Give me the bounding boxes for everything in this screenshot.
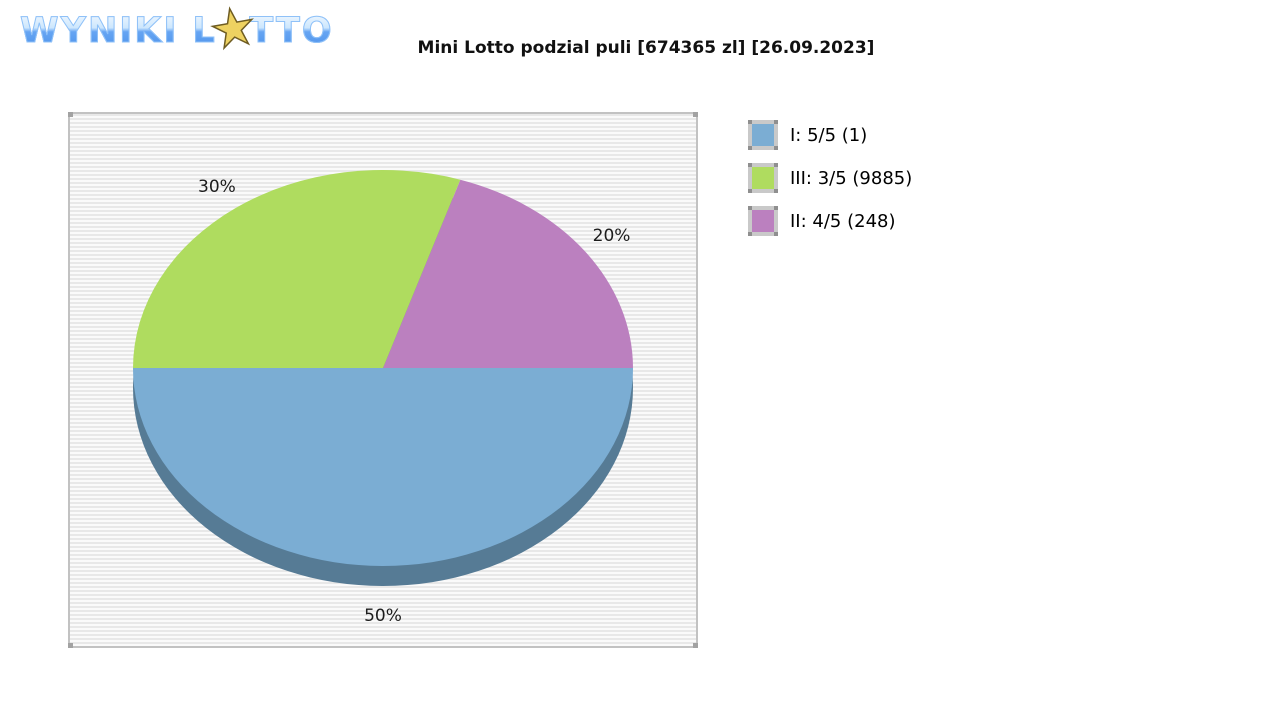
legend-label: III: 3/5 (9885) — [790, 167, 913, 189]
legend-swatch-color — [752, 167, 774, 189]
logo-word-wyniki: WYNIKI — [19, 11, 179, 52]
legend-label: I: 5/5 (1) — [790, 124, 868, 146]
panel-corner — [68, 112, 73, 117]
legend-swatch — [748, 120, 778, 150]
pie-chart-panel: 50% 20% 30% — [68, 112, 698, 648]
legend-item-tier1: I: 5/5 (1) — [748, 120, 912, 150]
legend-item-tier3: III: 3/5 (9885) — [748, 163, 912, 193]
legend-swatch — [748, 206, 778, 236]
legend-label: II: 4/5 (248) — [790, 210, 896, 232]
legend-swatch-color — [752, 210, 774, 232]
pie-chart — [133, 169, 633, 586]
pie-percent-label-ii: 20% — [592, 226, 631, 247]
logo-letter-l: L — [192, 11, 217, 52]
wyniki-lotto-logo: WYNIKI L ★ TTO — [19, 0, 334, 63]
panel-corner — [693, 112, 698, 117]
pie-slice-i — [133, 368, 633, 566]
panel-corner — [693, 643, 698, 648]
pie-slice-ii — [383, 179, 633, 368]
star-icon: ★ — [204, 0, 262, 63]
legend: I: 5/5 (1) III: 3/5 (9885) II: 4/5 (248) — [748, 120, 912, 236]
pie-slice-iii — [133, 169, 461, 368]
page-title: Mini Lotto podzial puli [674365 zl] [26.… — [417, 38, 875, 58]
legend-swatch-color — [752, 124, 774, 146]
legend-swatch — [748, 163, 778, 193]
pie-percent-label-i: 50% — [364, 605, 402, 626]
legend-item-tier2: II: 4/5 (248) — [748, 206, 912, 236]
pie-percent-label-iii: 30% — [198, 176, 236, 197]
logo-word-tto: TTO — [249, 11, 334, 52]
panel-corner — [68, 643, 73, 648]
